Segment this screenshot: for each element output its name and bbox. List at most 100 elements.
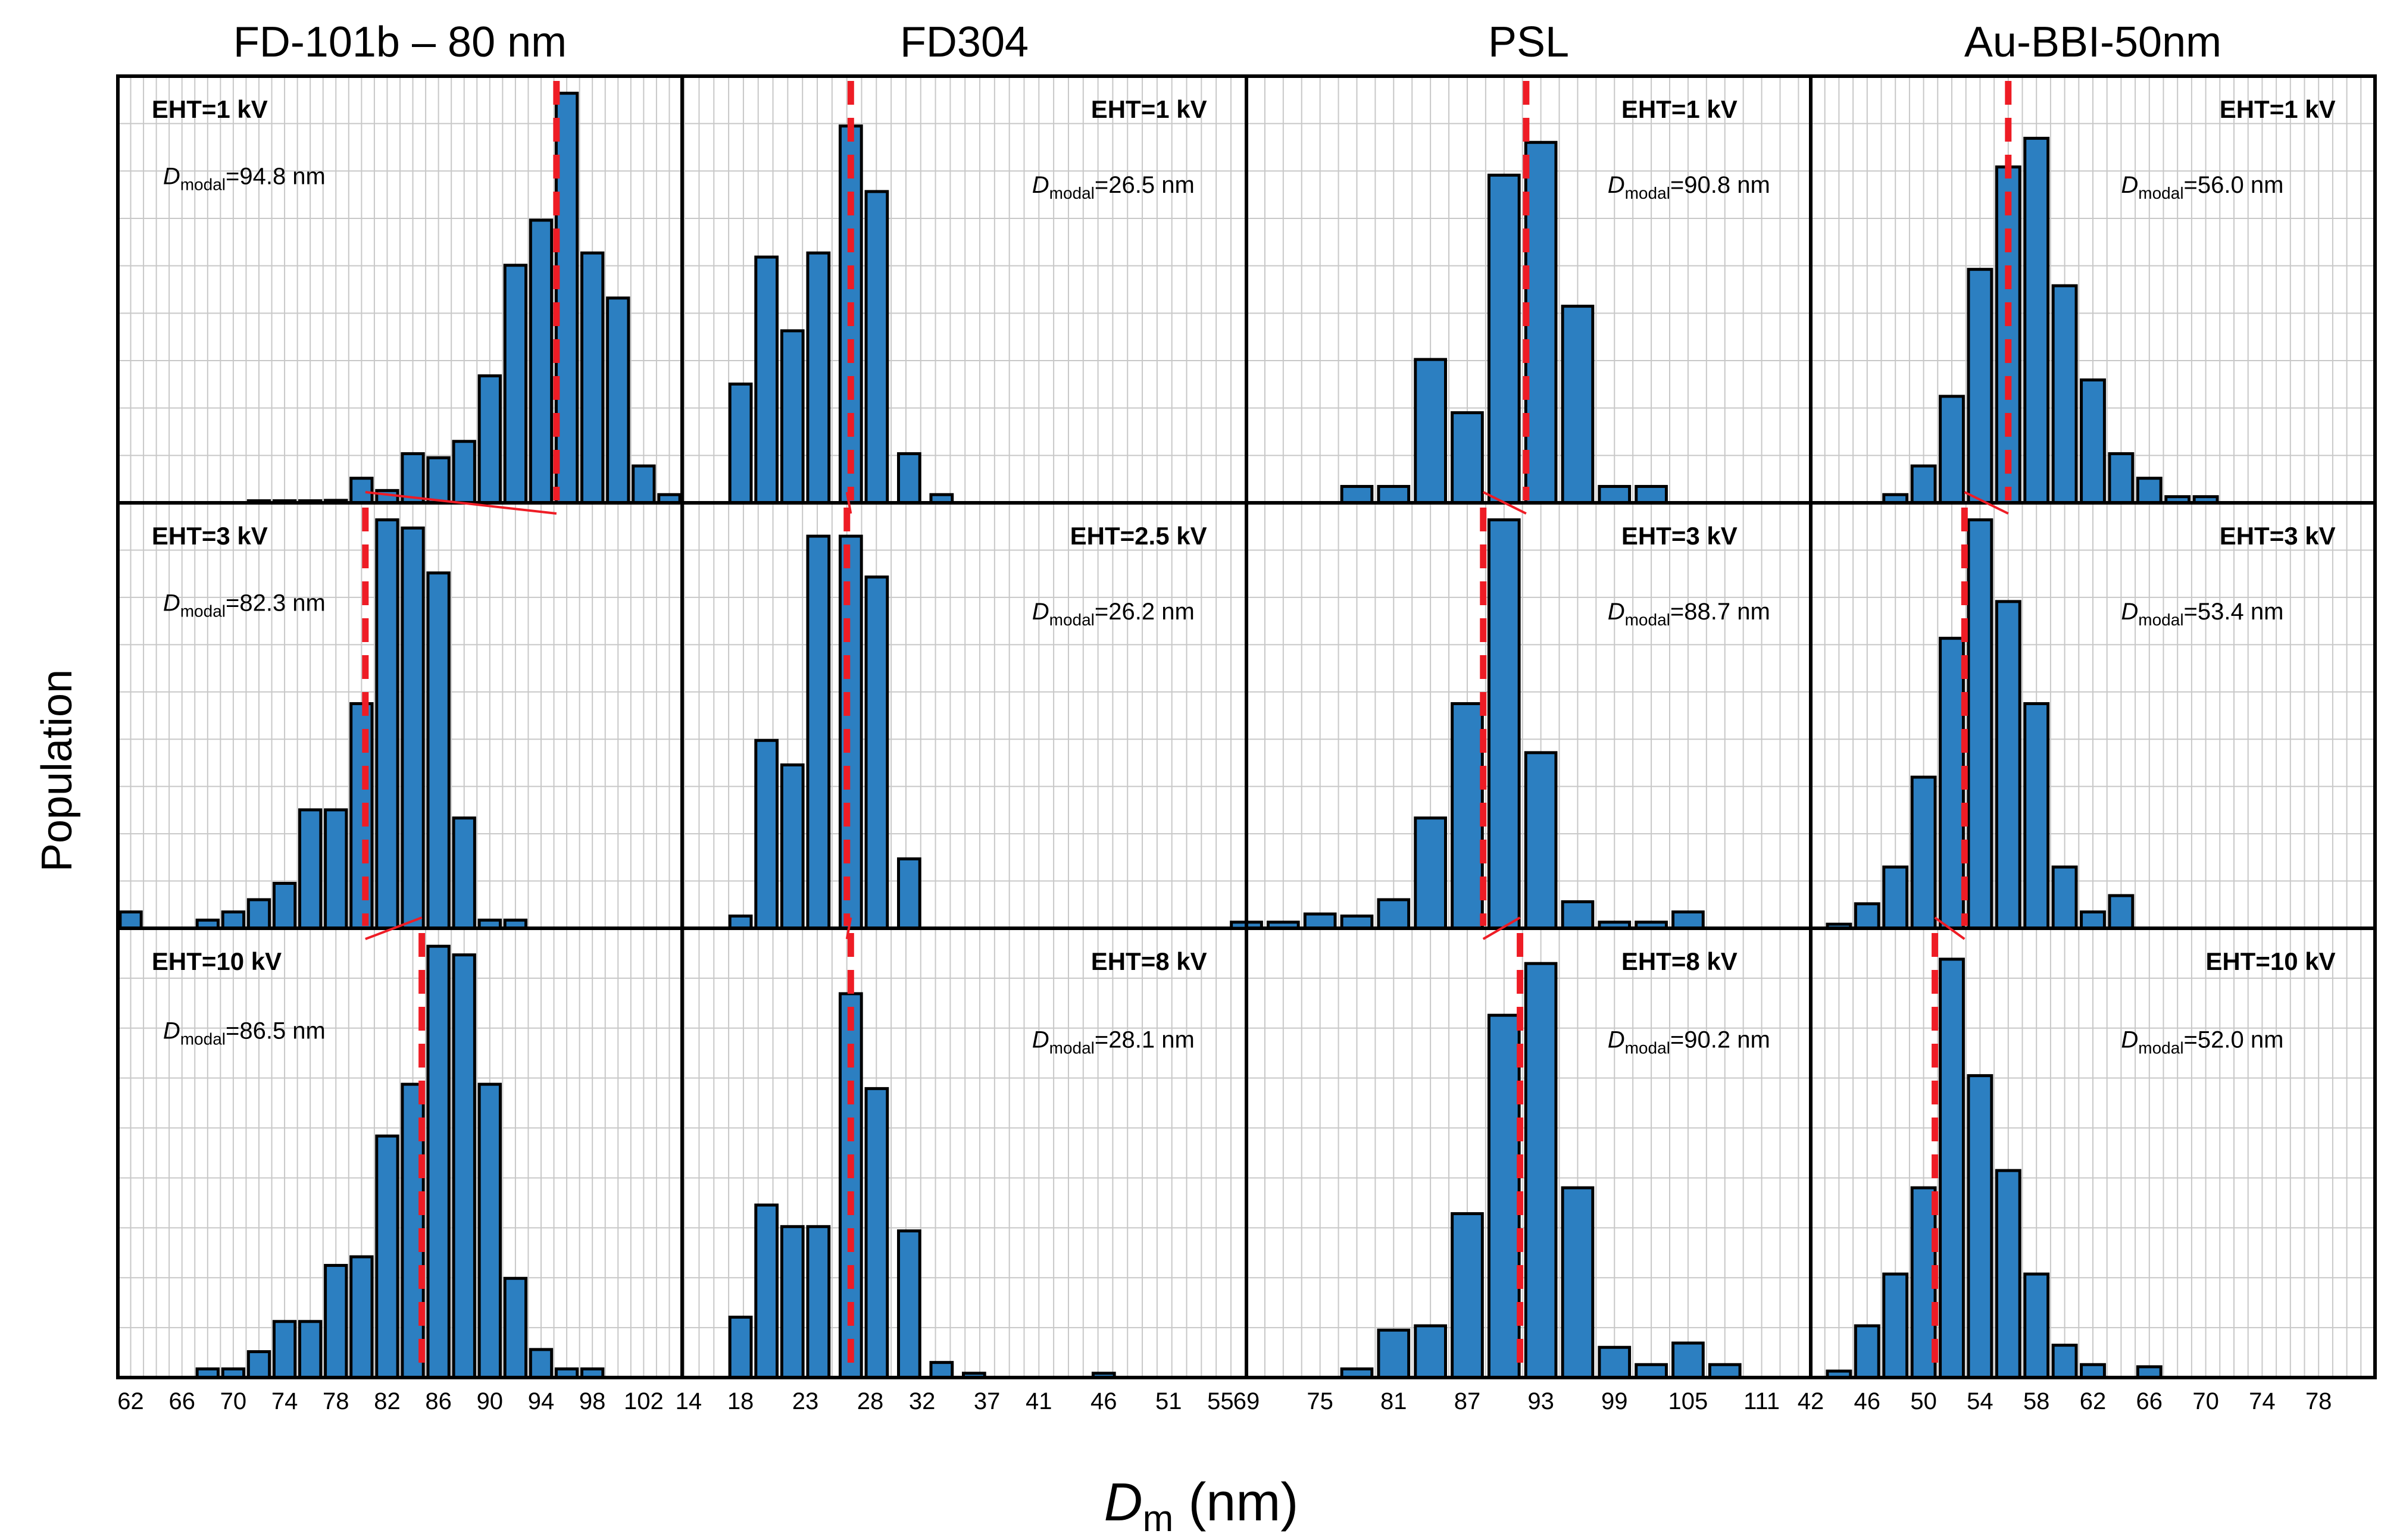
- eht-label: EHT=3 kV: [1621, 522, 1738, 550]
- column-1: EHT=1 kV Dmodal =94.8 nm EHT=3 kV Dmodal=82.…: [116, 74, 684, 1379]
- eht-label: EHT=1 kV: [152, 95, 268, 123]
- x-tick-label: 66: [2136, 1388, 2163, 1414]
- histogram-bar: [2051, 1344, 2078, 1379]
- dmodal-subscript: modal: [1049, 184, 1095, 202]
- eht-label: EHT=3 kV: [2220, 522, 2336, 550]
- column-titles: FD-101b – 80 nm FD304 PSL Au-BBI-50nm: [233, 18, 2221, 66]
- panel-3-2: EHT=3 kV Dmodal=88.7 nm: [1230, 501, 1813, 930]
- dmodal-symbol: D: [1608, 599, 1625, 625]
- dmodal-label: Dmodal=53.4 nm: [2121, 599, 2283, 629]
- histogram-bar: [1939, 637, 1965, 930]
- panel-4-1: EHT=1 kV Dmodal=56.0 nm: [1809, 74, 2377, 505]
- histogram-bar: [272, 881, 297, 930]
- histogram-bar: [754, 1203, 779, 1379]
- eht-label: EHT=8 kV: [1621, 947, 1738, 975]
- column-title-1: FD-101b – 80 nm: [233, 18, 567, 66]
- histogram-bar: [806, 251, 831, 505]
- x-tick-label: 81: [1380, 1388, 1407, 1414]
- histogram-bar: [2108, 452, 2135, 505]
- histogram-bar: [2023, 136, 2050, 505]
- panel-1-1: EHT=1 kV Dmodal=94.8 nm: [116, 74, 684, 505]
- histogram-bar: [1377, 898, 1411, 930]
- dmodal-subscript: modal: [1049, 611, 1095, 629]
- panel-3-3: EHT=8 kV Dmodal=90.2 nm: [1245, 926, 1813, 1379]
- dmodal-label: Dmodal=82.3 nm: [163, 590, 326, 621]
- histogram-bar: [2136, 477, 2163, 505]
- dmodal-value: =88.7 nm: [1670, 599, 1770, 625]
- dmodal-subscript: modal: [1625, 1039, 1670, 1057]
- eht-label: EHT=3 kV: [152, 522, 268, 550]
- histogram-bar: [426, 944, 451, 1379]
- histogram-bar: [1340, 914, 1374, 930]
- column-title-2: FD304: [900, 18, 1029, 66]
- dmodal-value: =52.0 nm: [2184, 1027, 2284, 1053]
- dmodal-subscript: modal: [180, 1030, 226, 1048]
- x-axis-label: Dm (nm): [1104, 1473, 1299, 1539]
- dmodal-subscript: modal: [1625, 184, 1670, 202]
- x-tick-label: 98: [579, 1388, 606, 1414]
- x-tick-label: 70: [2192, 1388, 2219, 1414]
- histogram-bar: [1524, 962, 1558, 1379]
- histogram-bar: [1561, 1186, 1595, 1379]
- histogram-bar: [503, 264, 528, 505]
- histogram-bar: [452, 953, 476, 1379]
- gridlines: [117, 928, 683, 1378]
- histogram-bar: [2051, 284, 2078, 505]
- x-tick-label: 18: [727, 1388, 754, 1414]
- histogram-bar: [1854, 902, 1880, 930]
- eht-label: EHT=8 kV: [1091, 947, 1207, 975]
- dmodal-subscript: modal: [1049, 1039, 1095, 1057]
- x-tick-label: 99: [1601, 1388, 1628, 1414]
- panel-4-3: EHT=10 kV Dmodal=52.0 nm: [1809, 926, 2377, 1379]
- histogram-bar: [1635, 484, 1668, 505]
- dmodal-label: Dmodal=90.2 nm: [1608, 1027, 1770, 1057]
- histogram-bar: [375, 489, 399, 505]
- histogram-bar: [2023, 702, 2050, 930]
- histogram-bar: [1414, 816, 1447, 930]
- histogram-bar: [246, 1350, 271, 1379]
- panel-frame: [1809, 926, 2377, 1379]
- x-tick-label: 74: [2249, 1388, 2276, 1414]
- histogram-bar: [1598, 1345, 1632, 1379]
- histogram-bar: [349, 477, 374, 505]
- x-tick-label: 28: [857, 1388, 884, 1414]
- dmodal-symbol: D: [1032, 172, 1049, 198]
- histogram-bar: [375, 518, 399, 930]
- x-tick-label: 62: [2080, 1388, 2107, 1414]
- histogram-bar: [298, 808, 323, 930]
- histogram-bar: [1377, 1328, 1411, 1379]
- histogram-bar: [1303, 912, 1337, 930]
- histogram-bar: [580, 251, 605, 505]
- dmodal-symbol: D: [1032, 1027, 1049, 1053]
- histogram-bar: [1524, 751, 1558, 930]
- dmodal-subscript: modal: [1625, 611, 1670, 629]
- panel-2-2: EHT=2.5 kV Dmodal=26.2 nm: [680, 501, 1248, 930]
- dmodal-symbol: D: [2121, 1027, 2138, 1053]
- x-tick-label: 70: [220, 1388, 247, 1414]
- histogram-bar: [1939, 395, 1965, 505]
- dmodal-value: =94.8 nm: [226, 164, 326, 190]
- histogram-bar: [632, 464, 656, 505]
- eht-label: EHT=10 kV: [2205, 947, 2335, 975]
- histogram-bar: [298, 1320, 323, 1379]
- x-axis-label-symbol: D: [1104, 1473, 1143, 1532]
- histogram-bar: [1995, 1169, 2021, 1379]
- column-title-3: PSL: [1488, 18, 1569, 66]
- y-axis-label: Population: [33, 669, 81, 872]
- histogram-bar: [1451, 411, 1484, 505]
- histogram-bar: [1671, 910, 1705, 930]
- modal-shift-connector: [365, 491, 557, 515]
- histogram-bar: [426, 456, 451, 505]
- histogram-bar: [780, 1225, 805, 1379]
- gridlines: [1810, 503, 2376, 928]
- histogram-bar: [2080, 910, 2106, 930]
- x-axis-label-unit: (nm): [1173, 1473, 1298, 1532]
- dmodal-value: =26.5 nm: [1095, 172, 1195, 198]
- histogram-bar: [897, 1229, 921, 1379]
- histogram-bar: [1340, 484, 1374, 505]
- histogram-bar: [349, 702, 374, 930]
- x-tick-label: 46: [1854, 1388, 1881, 1414]
- dmodal-symbol: D: [163, 164, 180, 190]
- x-tick-label: 102: [624, 1388, 664, 1414]
- dmodal-subscript: modal: [2138, 1039, 2183, 1057]
